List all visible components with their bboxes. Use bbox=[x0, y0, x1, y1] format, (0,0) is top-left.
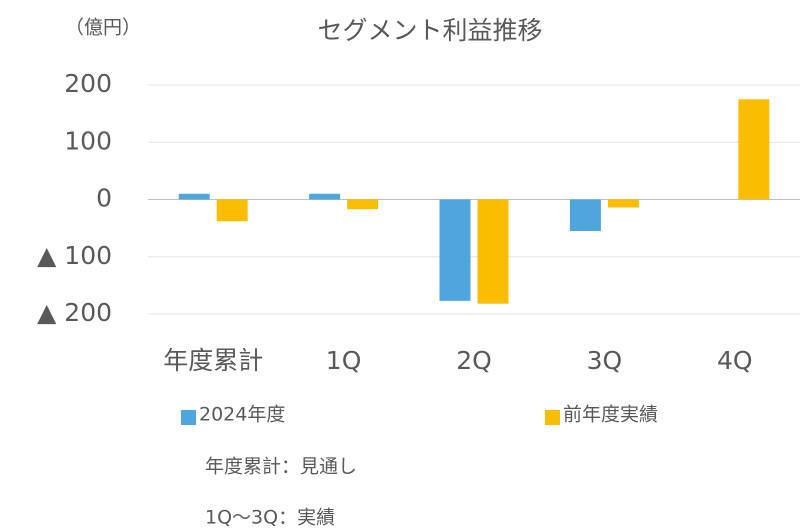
chart-title: セグメント利益推移 bbox=[317, 16, 542, 45]
unit-label: （億円） bbox=[65, 17, 141, 39]
bar bbox=[738, 99, 770, 200]
x-tick-label: 3Q bbox=[587, 346, 623, 375]
x-tick-label: 4Q bbox=[717, 346, 753, 375]
bar bbox=[607, 199, 639, 208]
note: 1Q～3Q：実績 bbox=[205, 507, 335, 529]
legend-label: 前年度実績 bbox=[563, 404, 658, 426]
y-tick-label: ▲ 100 bbox=[37, 241, 112, 270]
bar bbox=[477, 199, 509, 304]
x-tick-label: 年度累計 bbox=[163, 346, 263, 375]
y-tick-label: ▲ 200 bbox=[37, 298, 112, 327]
y-tick-label: 200 bbox=[64, 69, 112, 98]
y-tick-label: 100 bbox=[64, 126, 112, 155]
bar bbox=[347, 199, 379, 210]
legend-label: 2024年度 bbox=[199, 404, 285, 426]
bar bbox=[569, 199, 601, 231]
bar bbox=[439, 199, 471, 301]
x-tick-label: 2Q bbox=[456, 346, 492, 375]
legend-swatch bbox=[545, 410, 560, 425]
bar bbox=[178, 193, 210, 200]
bar bbox=[216, 199, 248, 222]
bar bbox=[309, 193, 341, 200]
note: 年度累計：見通し bbox=[205, 456, 357, 478]
x-tick-label: 1Q bbox=[326, 346, 362, 375]
legend-swatch bbox=[181, 410, 196, 425]
y-tick-label: 0 bbox=[96, 184, 112, 213]
